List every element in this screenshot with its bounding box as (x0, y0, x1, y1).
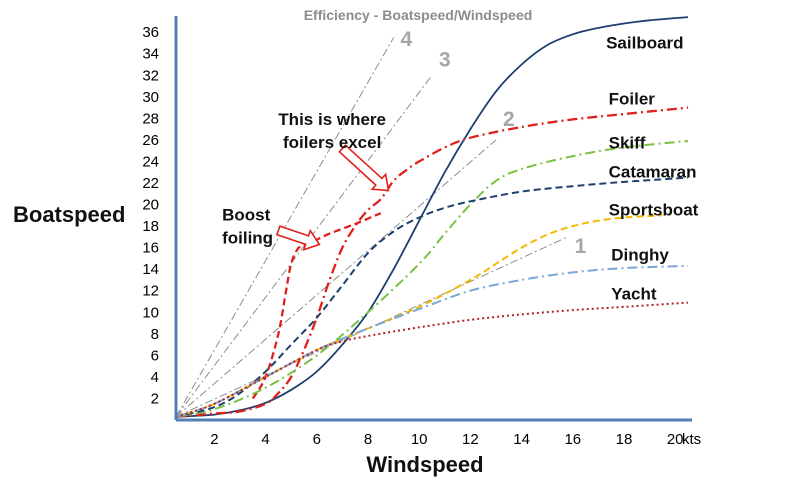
annotation-text: foiling (222, 229, 273, 248)
x-axis-label: Windspeed (366, 452, 483, 477)
series-line-dinghy (175, 264, 689, 418)
y-tick-label: 6 (151, 347, 159, 364)
x-tick-label: 20 (667, 431, 684, 448)
x-unit-label: kts (682, 431, 701, 448)
y-tick-label: 36 (142, 24, 159, 41)
y-tick-label: 20 (142, 197, 159, 214)
tick-labels: 2 4 6 8 10 12 14 16 18 20246810121416182022242628… (142, 24, 683, 448)
series-line-yacht (175, 301, 689, 418)
x-tick-label: 10 (411, 431, 428, 448)
annotations: This is where foilers excel Boost foiling (222, 110, 386, 248)
y-tick-label: 18 (142, 218, 159, 235)
series-line-catamaran (175, 176, 689, 418)
x-tick-label: 18 (616, 431, 633, 448)
reference-label-1: 1 (575, 235, 587, 258)
x-tick-label: 2 (210, 431, 218, 448)
series-label-skiff: Skiff (609, 134, 646, 153)
reference-label-2: 2 (503, 108, 515, 131)
y-tick-label: 14 (142, 261, 159, 278)
y-tick-label: 24 (142, 153, 159, 170)
annotation-text: foilers excel (283, 133, 381, 152)
series-label-dinghy: Dinghy (611, 246, 669, 265)
series-lines (175, 16, 689, 418)
annotation-text: Boost (222, 206, 271, 225)
excel-arrow (338, 144, 390, 192)
boost-arrow (275, 225, 321, 251)
y-tick-label: 2 (151, 390, 159, 407)
reference-line-2 (175, 139, 497, 418)
reference-line-4 (175, 37, 395, 418)
series-labels: Sailboard Foiler Skiff Catamaran Sportsboat D… (606, 33, 699, 303)
y-tick-label: 32 (142, 67, 159, 84)
series-line-skiff (175, 140, 689, 418)
series-label-yacht: Yacht (611, 284, 657, 303)
reference-line-3 (175, 74, 433, 418)
reference-label-4: 4 (401, 28, 413, 51)
x-tick-label: 8 (364, 431, 372, 448)
y-tick-label: 22 (142, 175, 159, 192)
reference-label-3: 3 (439, 49, 451, 72)
y-axis-label: Boatspeed (13, 202, 125, 227)
chart-title: Efficiency - Boatspeed/Windspeed (304, 7, 533, 23)
x-tick-label: 6 (313, 431, 321, 448)
axes (174, 16, 692, 422)
series-line-boost-foiling (251, 212, 382, 400)
series-label-catamaran: Catamaran (609, 163, 697, 182)
annotation-arrows (275, 144, 390, 251)
y-tick-label: 4 (151, 369, 159, 386)
x-tick-label: 14 (513, 431, 530, 448)
y-tick-label: 8 (151, 326, 159, 343)
x-tick-label: 4 (261, 431, 269, 448)
series-label-sportsboat: Sportsboat (609, 200, 699, 219)
annotation-text: This is where (278, 110, 386, 129)
y-tick-label: 12 (142, 283, 159, 300)
y-tick-label: 26 (142, 132, 159, 149)
series-label-sailboard: Sailboard (606, 33, 683, 52)
y-tick-label: 34 (142, 46, 159, 63)
series-line-sailboard (175, 16, 689, 418)
y-tick-label: 30 (142, 89, 159, 106)
x-tick-label: 16 (564, 431, 581, 448)
y-tick-label: 16 (142, 240, 159, 257)
series-label-foiler: Foiler (609, 89, 656, 108)
series-line-foiler (175, 106, 689, 418)
x-tick-label: 12 (462, 431, 479, 448)
y-tick-label: 28 (142, 110, 159, 127)
y-tick-label: 10 (142, 304, 159, 321)
